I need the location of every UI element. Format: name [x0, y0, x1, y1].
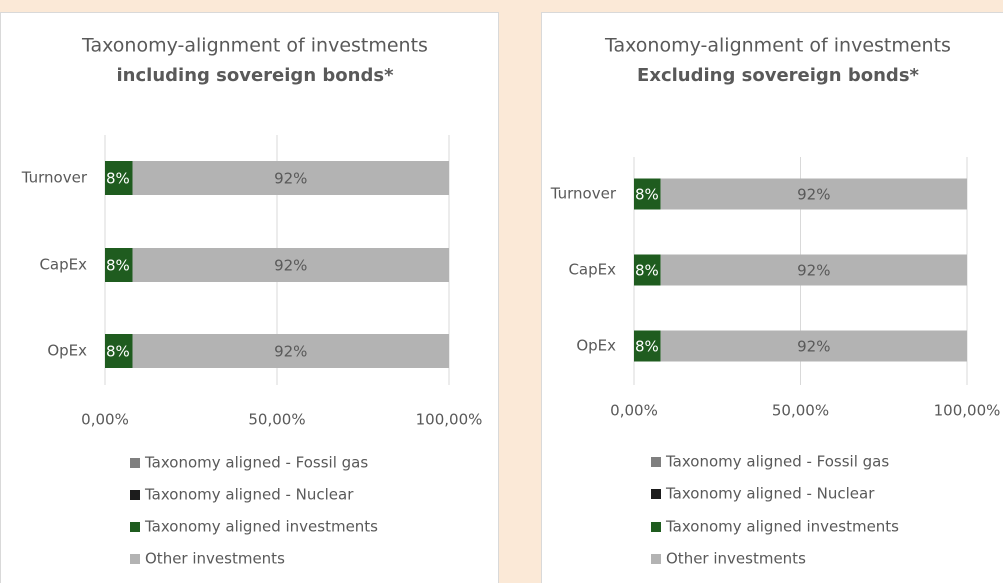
data-label: 92% [797, 186, 830, 204]
legend-label: Taxonomy aligned - Fossil gas [144, 454, 368, 472]
legend-label: Other investments [666, 550, 806, 568]
legend-label: Taxonomy aligned - Nuclear [665, 485, 875, 503]
data-label: 92% [797, 338, 830, 356]
bar-segment [660, 178, 967, 210]
bar-segment [660, 254, 967, 286]
panel [0, 12, 499, 583]
chart-subtitle: including sovereign bonds* [117, 65, 395, 86]
bar-segment [105, 334, 133, 368]
legend-swatch [130, 490, 140, 500]
bar-segment [660, 330, 967, 362]
x-tick-label: 0,00% [81, 411, 129, 429]
data-label: 8% [106, 343, 130, 361]
legend-swatch [651, 489, 661, 499]
data-label: 8% [635, 186, 659, 204]
bar-segment [634, 330, 661, 362]
x-tick-label: 50,00% [248, 411, 305, 429]
legend-label: Taxonomy aligned investments [144, 518, 378, 536]
legend-swatch [651, 522, 661, 532]
data-label: 8% [635, 338, 659, 356]
y-tick-label: Turnover [21, 169, 88, 187]
y-tick-label: CapEx [39, 256, 87, 274]
legend-swatch [130, 458, 140, 468]
x-tick-label: 100,00% [416, 411, 483, 429]
data-label: 92% [274, 343, 307, 361]
legend-label: Taxonomy aligned investments [665, 518, 899, 536]
x-tick-label: 0,00% [610, 402, 658, 420]
bar-segment [634, 254, 661, 286]
legend-label: Taxonomy aligned - Nuclear [144, 486, 354, 504]
panel [541, 12, 1003, 583]
legend-swatch [651, 457, 661, 467]
bar-segment [105, 161, 133, 195]
chart-title: Taxonomy-alignment of investments [81, 35, 428, 57]
x-tick-label: 100,00% [934, 402, 1001, 420]
data-label: 92% [797, 262, 830, 280]
data-label: 8% [635, 262, 659, 280]
data-label: 92% [274, 257, 307, 275]
data-label: 8% [106, 257, 130, 275]
y-tick-label: OpEx [47, 342, 87, 360]
data-label: 8% [106, 170, 130, 188]
bar-segment [634, 178, 661, 210]
y-tick-label: Turnover [550, 185, 617, 203]
legend-label: Other investments [145, 550, 285, 568]
legend-swatch [130, 522, 140, 532]
y-tick-label: OpEx [576, 337, 616, 355]
chart-subtitle: Excluding sovereign bonds* [637, 65, 919, 86]
legend-swatch [130, 554, 140, 564]
chart-title: Taxonomy-alignment of investments [604, 35, 951, 57]
legend-label: Taxonomy aligned - Fossil gas [665, 453, 889, 471]
bar-segment [132, 161, 449, 195]
bar-segment [105, 248, 133, 282]
data-label: 92% [274, 170, 307, 188]
legend-swatch [651, 554, 661, 564]
x-tick-label: 50,00% [772, 402, 829, 420]
y-tick-label: CapEx [568, 261, 616, 279]
bar-segment [132, 334, 449, 368]
bar-segment [132, 248, 449, 282]
